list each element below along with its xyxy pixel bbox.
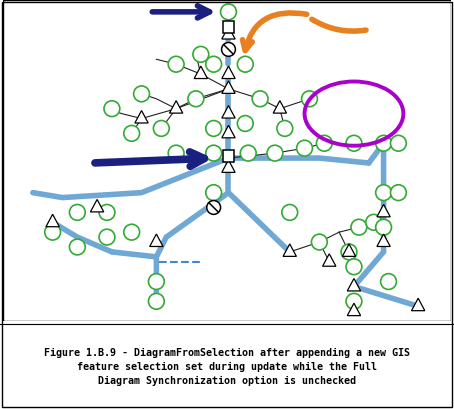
Circle shape [168, 56, 184, 72]
Polygon shape [377, 234, 390, 247]
Circle shape [206, 56, 222, 72]
Circle shape [237, 56, 253, 72]
Polygon shape [347, 279, 360, 291]
Polygon shape [135, 110, 148, 123]
Circle shape [148, 274, 164, 290]
Circle shape [69, 239, 85, 255]
Bar [222, 150, 234, 162]
Polygon shape [169, 101, 183, 113]
Circle shape [282, 204, 298, 220]
Circle shape [375, 219, 391, 235]
Circle shape [153, 121, 169, 136]
Circle shape [168, 145, 184, 161]
Circle shape [188, 91, 204, 107]
Polygon shape [323, 254, 336, 266]
Polygon shape [273, 101, 286, 113]
Polygon shape [347, 303, 360, 316]
Circle shape [206, 185, 222, 200]
Circle shape [124, 224, 139, 240]
Circle shape [206, 145, 222, 161]
Circle shape [133, 86, 149, 102]
Circle shape [124, 126, 139, 141]
Circle shape [351, 219, 367, 235]
Polygon shape [222, 160, 235, 172]
Polygon shape [222, 126, 235, 138]
Circle shape [237, 116, 253, 131]
Circle shape [240, 145, 256, 161]
Circle shape [148, 293, 164, 309]
Polygon shape [342, 244, 355, 256]
Circle shape [380, 274, 396, 290]
Circle shape [193, 47, 209, 62]
Circle shape [222, 43, 235, 56]
Circle shape [375, 135, 391, 151]
Circle shape [390, 185, 406, 200]
Circle shape [316, 135, 332, 151]
Polygon shape [46, 214, 59, 227]
Circle shape [252, 91, 268, 107]
Circle shape [69, 204, 85, 220]
Polygon shape [222, 66, 235, 79]
Polygon shape [411, 298, 425, 311]
Circle shape [104, 101, 120, 117]
Circle shape [301, 91, 317, 107]
Circle shape [221, 4, 237, 20]
Circle shape [206, 121, 222, 136]
Circle shape [311, 234, 327, 250]
Circle shape [277, 121, 293, 136]
Bar [222, 21, 234, 33]
Polygon shape [222, 81, 235, 93]
Polygon shape [222, 106, 235, 118]
Polygon shape [150, 234, 163, 247]
Circle shape [267, 145, 283, 161]
Circle shape [375, 185, 391, 200]
Polygon shape [90, 200, 104, 212]
Polygon shape [194, 66, 207, 79]
Circle shape [99, 229, 115, 245]
FancyArrowPatch shape [312, 19, 366, 31]
Polygon shape [283, 244, 296, 256]
Circle shape [341, 244, 357, 260]
Circle shape [346, 259, 362, 274]
Circle shape [366, 214, 382, 230]
FancyArrowPatch shape [242, 13, 307, 50]
Circle shape [346, 293, 362, 309]
Text: Figure 1.B.9 - DiagramFromSelection after appending a new GIS
feature selection : Figure 1.B.9 - DiagramFromSelection afte… [44, 348, 410, 386]
Circle shape [207, 200, 221, 214]
Circle shape [45, 224, 60, 240]
Polygon shape [222, 27, 235, 39]
Polygon shape [377, 204, 390, 217]
Circle shape [390, 135, 406, 151]
Circle shape [296, 140, 312, 156]
Circle shape [346, 135, 362, 151]
Circle shape [99, 204, 115, 220]
